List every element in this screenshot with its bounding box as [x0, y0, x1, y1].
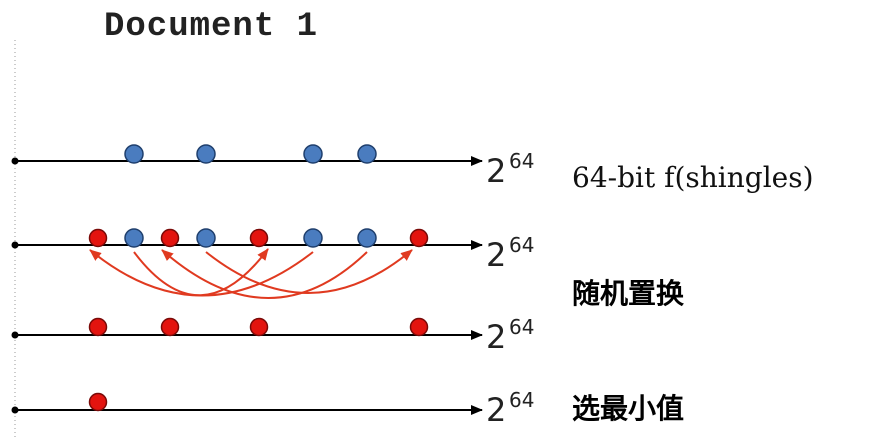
diagram-title: Document 1 [104, 8, 319, 46]
row-4-annotation: 选最小值 [572, 392, 684, 425]
row-3-axis-end-base: 2 [486, 318, 506, 356]
blue-dot [196, 144, 216, 164]
red-dot [160, 317, 180, 337]
permutation-arrow [89, 249, 314, 297]
red-dot [409, 228, 429, 248]
red-dot [409, 317, 429, 337]
blue-dot [124, 228, 144, 248]
blue-dot [303, 228, 323, 248]
red-dot [249, 317, 269, 337]
row-2-axis-end-exponent: 64 [509, 233, 534, 257]
row-4-minimum: 2 64 选最小值 [11, 388, 684, 429]
permutation-arrow [161, 249, 368, 299]
row-1-annotation: 64-bit f(shingles) [572, 161, 814, 194]
red-dot [88, 392, 108, 412]
permutation-arrow [205, 249, 413, 294]
blue-dot [124, 144, 144, 164]
row-1-original-hashes: 2 64 64-bit f(shingles) [11, 144, 814, 194]
row-4-axis-end-exponent: 64 [509, 388, 534, 412]
red-dot [88, 317, 108, 337]
row-2-axis-end-base: 2 [486, 236, 506, 274]
blue-dot [196, 228, 216, 248]
blue-dot [303, 144, 323, 164]
row-1-axis-end-exponent: 64 [509, 149, 534, 173]
blue-dot [357, 228, 377, 248]
red-dot [249, 228, 269, 248]
row-3-axis-end-exponent: 64 [509, 315, 534, 339]
red-dot [88, 228, 108, 248]
row-1-axis-end-base: 2 [486, 152, 506, 190]
row-2-annotation: 随机置换 [572, 277, 685, 310]
red-dot [160, 228, 180, 248]
row-2-permutation: 2 64 随机置换 [11, 228, 685, 310]
row-3-permuted-hashes: 2 64 [11, 315, 534, 356]
blue-dot [357, 144, 377, 164]
row-4-axis-end-base: 2 [486, 391, 506, 429]
